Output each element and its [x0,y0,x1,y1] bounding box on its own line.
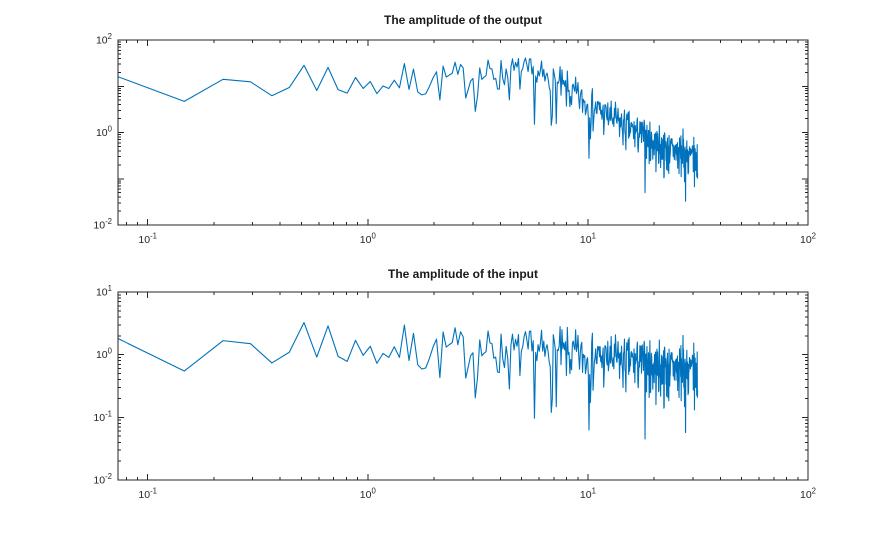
x-tick-label: 101 [580,487,596,502]
y-tick-label: 101 [96,284,112,299]
y-tick-label: 100 [96,125,113,140]
x-tick-label: 101 [580,232,596,247]
x-tick-label: 10-1 [138,232,157,247]
plot-title-output: The amplitude of the output [384,13,542,27]
y-tick-label: 100 [96,347,113,362]
y-tick-label: 10-2 [93,217,112,232]
x-tick-label: 102 [800,232,816,247]
x-tick-label: 100 [360,232,377,247]
output-plot: 10-1 100 101 102 10-2 100 102 [93,32,816,246]
x-tick-label: 100 [360,487,377,502]
axis-tick-labels: 10-1 100 101 102 10-2 100 102 [93,32,816,246]
y-tick-label: 10-2 [93,472,112,487]
y-tick-label: 102 [96,32,112,47]
axes-box [117,39,809,226]
input-series-line [118,322,699,440]
axis-ticks [118,291,809,481]
axes-box [117,291,809,481]
x-tick-label: 10-1 [138,487,157,502]
output-series-line [118,57,699,202]
plot-title-input: The amplitude of the input [388,267,538,281]
input-plot: 10-1 100 101 102 10-2 10-1 100 101 [93,284,816,501]
y-tick-label: 10-1 [93,409,112,424]
axis-tick-labels: 10-1 100 101 102 10-2 10-1 100 101 [93,284,816,501]
x-tick-label: 102 [800,487,816,502]
